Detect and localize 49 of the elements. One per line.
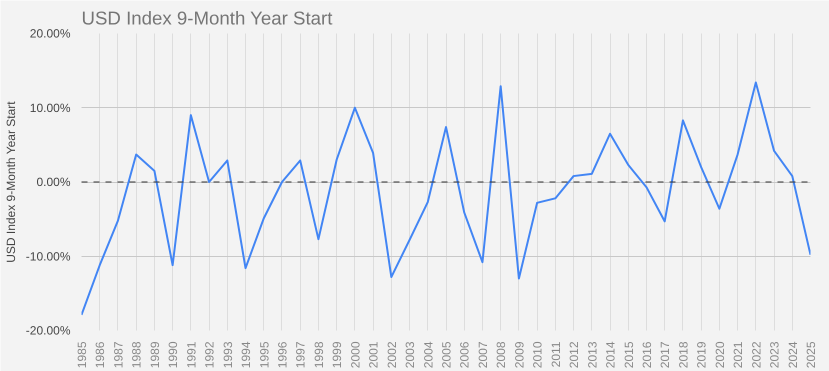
x-tick-label: 2003 — [403, 341, 418, 368]
x-tick-label: 2020 — [712, 341, 727, 368]
line-series — [82, 82, 810, 316]
x-tick-label: 1986 — [93, 341, 108, 368]
x-tick-label: 1994 — [239, 341, 254, 368]
y-tick-label: -20.00% — [26, 324, 71, 338]
x-tick-label: 2012 — [567, 341, 582, 368]
x-tick-label: 2008 — [494, 341, 508, 368]
x-tick-label: 2004 — [421, 341, 436, 368]
x-tick-label: 2001 — [366, 341, 381, 368]
x-tick-label: 2011 — [548, 341, 563, 368]
x-tick-label: 2006 — [458, 341, 472, 368]
x-tick-label: 2010 — [530, 341, 545, 368]
x-tick-label: 2025 — [804, 341, 818, 368]
x-tick-label: 1990 — [166, 341, 180, 368]
x-tick-label: 2023 — [768, 341, 782, 368]
x-tick-label: 2000 — [348, 341, 362, 368]
x-tick-label: 2007 — [476, 341, 490, 368]
x-tick-label: 2013 — [585, 341, 600, 368]
x-tick-label: 1992 — [202, 341, 217, 368]
x-tick-label: 1997 — [294, 341, 308, 368]
x-tick-label: 2022 — [749, 341, 764, 368]
x-tick-label: 2002 — [384, 341, 399, 368]
y-axis-title: USD Index 9-Month Year Start — [4, 100, 18, 263]
x-tick-label: 2009 — [512, 341, 526, 368]
x-tick-label: 1987 — [111, 341, 126, 368]
x-tick-label: 1998 — [312, 341, 326, 368]
x-tick-label: 1991 — [184, 341, 198, 368]
x-tick-label: 2005 — [440, 341, 454, 368]
y-tick-label: 0.00% — [36, 175, 71, 189]
x-tick-label: 2021 — [731, 341, 746, 368]
y-tick-label: 20.00% — [30, 26, 71, 40]
x-tick-label: 1993 — [220, 341, 235, 368]
x-tick-label: 2015 — [622, 341, 636, 368]
x-tick-label: 1995 — [257, 341, 272, 368]
x-tick-label: 1996 — [275, 341, 290, 368]
x-tick-label: 1989 — [148, 341, 162, 368]
x-tick-label: 2019 — [694, 341, 709, 368]
x-tick-label: 1985 — [75, 341, 89, 368]
x-tick-label: 2014 — [604, 341, 618, 368]
y-tick-label: 10.00% — [30, 100, 71, 115]
x-tick-label: 1999 — [330, 341, 344, 368]
x-tick-label: 1988 — [130, 341, 144, 368]
chart-title: USD Index 9-Month Year Start — [82, 8, 334, 28]
x-tick-label: 2024 — [786, 341, 800, 368]
x-tick-label: 2017 — [658, 341, 672, 368]
x-tick-label: 2018 — [676, 341, 690, 368]
y-tick-label: -10.00% — [26, 249, 71, 264]
x-tick-label: 2016 — [640, 341, 654, 368]
